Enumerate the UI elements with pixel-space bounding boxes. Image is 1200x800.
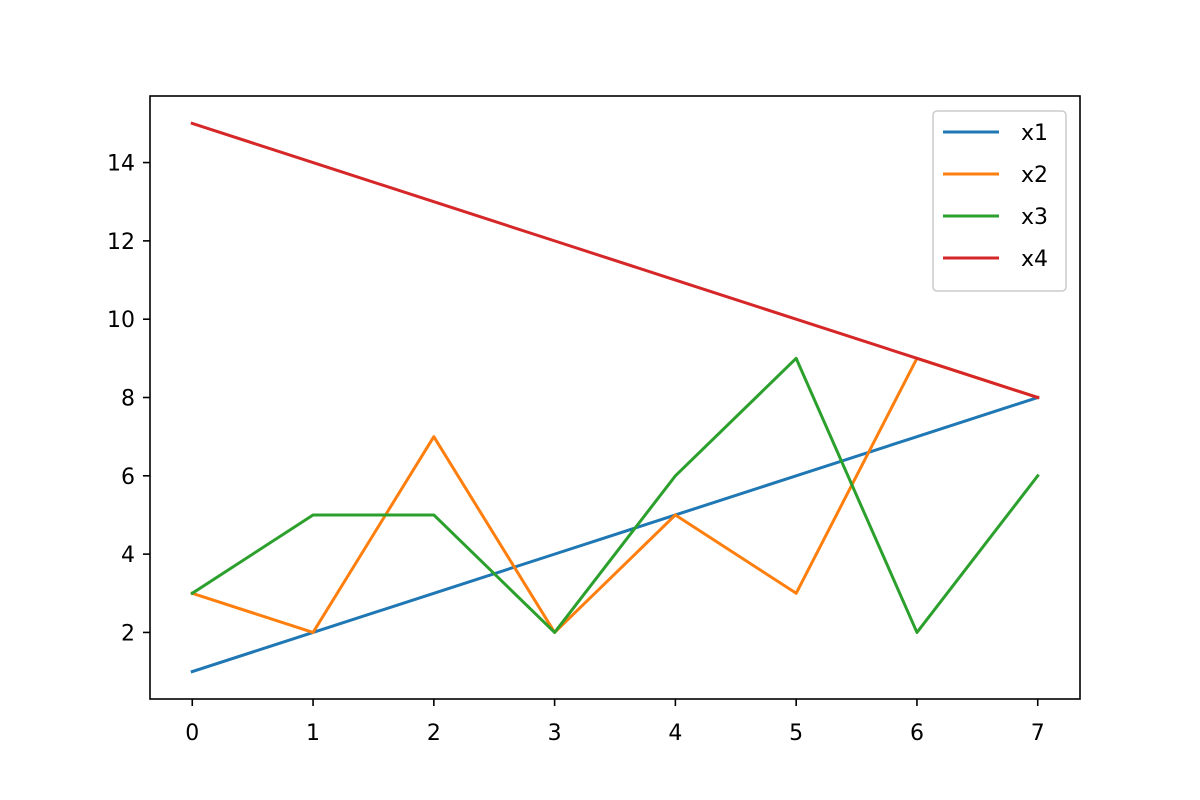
x-tick-label: 1 (306, 721, 320, 746)
series-line-x4 (190, 121, 1040, 400)
series-line-x1 (190, 395, 1040, 674)
series-line-x2 (190, 356, 1040, 634)
y-tick-label: 2 (121, 621, 135, 646)
legend: x1 x2 x3 x4 (932, 110, 1067, 292)
series-layer (190, 121, 1040, 674)
y-tick-label: 14 (107, 152, 135, 177)
legend-label-x1: x1 (1021, 121, 1048, 146)
x-tick-label: 7 (1031, 721, 1045, 746)
x-tick-label: 4 (668, 721, 682, 746)
x-tick-label: 2 (427, 721, 441, 746)
x-tick-label: 6 (910, 721, 924, 746)
series-line-x3 (190, 356, 1040, 634)
y-tick-label: 12 (107, 230, 135, 255)
legend-label-x4: x4 (1021, 247, 1048, 272)
legend-label-x2: x2 (1021, 163, 1048, 188)
y-tick-label: 6 (121, 465, 135, 490)
y-tick-label: 10 (107, 308, 135, 333)
legend-label-x3: x3 (1021, 205, 1048, 230)
y-tick-label: 4 (121, 543, 135, 568)
y-tick-label: 8 (121, 387, 135, 412)
x-tick-label: 3 (548, 721, 562, 746)
x-tick-label: 0 (185, 721, 199, 746)
x-tick-label: 5 (789, 721, 803, 746)
legend-box (932, 110, 1067, 292)
